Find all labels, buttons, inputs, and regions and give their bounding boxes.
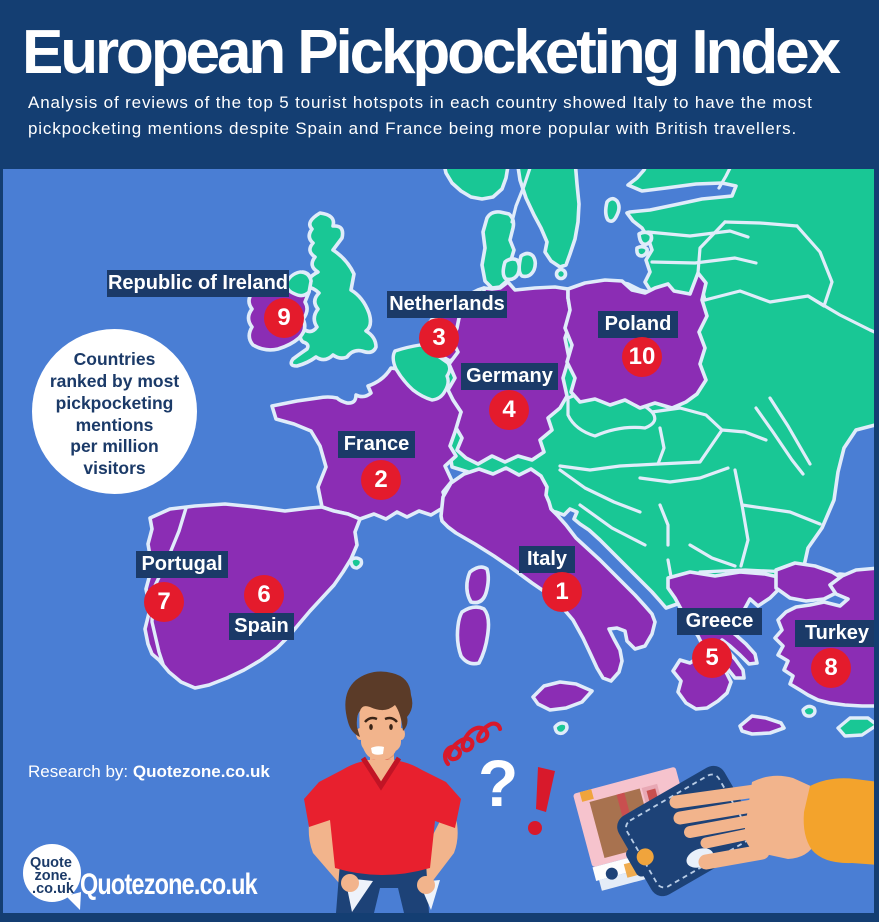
svg-text:Quote: Quote xyxy=(30,855,72,871)
svg-text:?: ? xyxy=(478,746,518,820)
svg-text:zone.: zone. xyxy=(34,868,71,884)
svg-text:.co.uk: .co.uk xyxy=(32,881,75,897)
